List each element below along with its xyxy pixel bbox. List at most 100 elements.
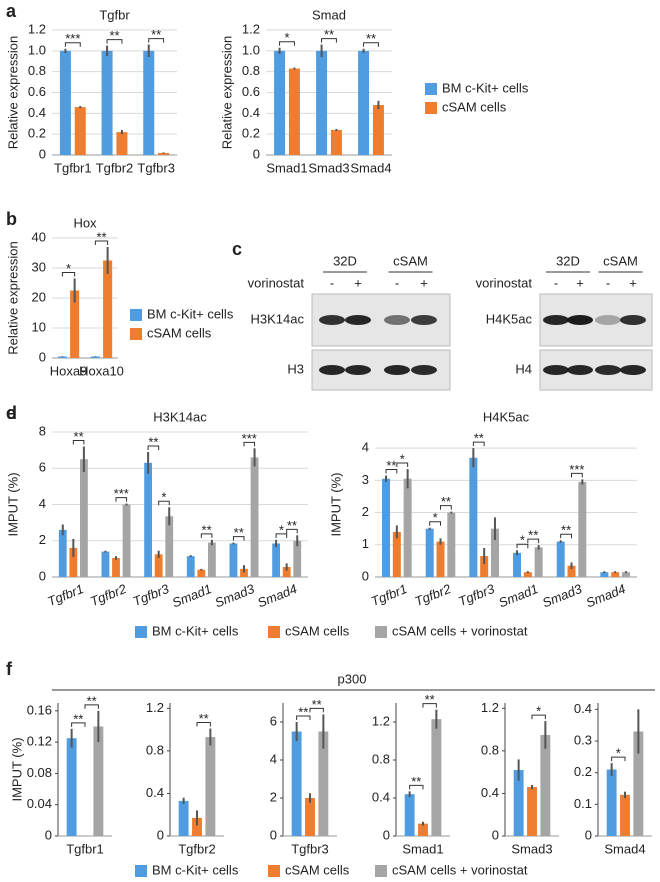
bar xyxy=(611,572,620,577)
panel-label: f xyxy=(6,659,13,679)
x-tick-label: Smad1 xyxy=(266,160,307,175)
bar xyxy=(229,543,238,577)
blot-band xyxy=(595,315,621,325)
blot-band xyxy=(567,365,593,375)
sig-bracket xyxy=(148,38,165,43)
bar xyxy=(74,107,86,155)
bar xyxy=(513,552,522,577)
sig-label: ** xyxy=(74,429,84,444)
legend-label: cSAM cells xyxy=(442,99,507,114)
sig-label: ** xyxy=(441,494,451,509)
legend-label: BM c-Kit+ cells xyxy=(147,306,234,321)
panel-label: b xyxy=(6,209,17,229)
y-tick-label: 0.08 xyxy=(27,765,52,780)
sig-bracket xyxy=(527,538,540,544)
chart-title: H4K5ac xyxy=(483,409,530,424)
y-tick-label: 0.2 xyxy=(28,126,46,141)
legend-label: cSAM cells xyxy=(285,623,350,638)
blot-row-label: H4 xyxy=(515,361,532,376)
bar xyxy=(59,50,71,156)
sig-bracket xyxy=(363,42,379,47)
bar xyxy=(192,817,202,836)
bar xyxy=(418,823,428,836)
y-tick-label: 0 xyxy=(362,568,369,583)
sig-bracket xyxy=(472,441,485,447)
bar xyxy=(480,556,489,577)
bar xyxy=(274,50,286,156)
blot-band xyxy=(384,365,410,375)
treatment-sign: - xyxy=(330,275,334,290)
blot-band xyxy=(319,315,345,325)
y-tick-label: 0 xyxy=(492,827,499,842)
sig-bracket xyxy=(72,440,85,445)
sig-label: * xyxy=(433,510,438,525)
y-axis-label: IMPUT (%) xyxy=(5,472,20,536)
x-tick-label: Smad3 xyxy=(308,160,349,175)
y-tick-label: 0.4 xyxy=(242,105,260,120)
sig-bracket xyxy=(196,722,211,727)
x-tick-label: Tgfbr1 xyxy=(66,841,104,856)
y-tick-label: 0.8 xyxy=(146,742,164,757)
bar xyxy=(490,528,499,577)
y-tick-label: 30 xyxy=(32,259,46,274)
bar xyxy=(305,798,315,836)
bar xyxy=(392,531,401,577)
panel-label: d xyxy=(6,403,17,423)
y-tick-label: 0 xyxy=(270,827,277,842)
y-tick-label: 2 xyxy=(362,504,369,519)
blot-band xyxy=(595,365,621,375)
bar xyxy=(330,130,342,155)
y-axis-label: Relative expression xyxy=(219,36,234,149)
sig-label: ** xyxy=(234,525,244,540)
bar xyxy=(620,794,630,836)
y-tick-label: 0 xyxy=(157,827,164,842)
bar xyxy=(57,356,67,358)
y-tick-label: 0.4 xyxy=(574,701,592,716)
bar xyxy=(358,50,370,156)
y-tick-label: 20 xyxy=(32,289,46,304)
sig-bracket xyxy=(94,240,109,245)
y-tick-label: 6 xyxy=(39,460,46,475)
legend-label: cSAM cells + vorinostat xyxy=(392,862,528,877)
sig-bracket xyxy=(279,41,295,46)
y-tick-label: 0.8 xyxy=(372,751,390,766)
y-tick-label: 0.16 xyxy=(27,702,52,717)
sig-bracket xyxy=(200,533,213,538)
legend-label: cSAM cells + vorinostat xyxy=(392,623,528,638)
sig-label: ** xyxy=(199,711,209,726)
sig-label: * xyxy=(520,533,525,548)
bar xyxy=(556,541,565,577)
bar xyxy=(103,260,113,358)
bar xyxy=(69,548,78,577)
bar xyxy=(316,50,328,156)
blot-band xyxy=(543,315,569,325)
bar xyxy=(272,543,281,577)
y-tick-label: 0.8 xyxy=(242,63,260,78)
sig-bracket xyxy=(61,272,76,277)
x-tick-label: Tgfbr2 xyxy=(96,160,134,175)
y-tick-label: 0 xyxy=(585,827,592,842)
blot-band xyxy=(620,315,646,325)
blot-row-label: H3K14ac xyxy=(251,311,305,326)
treatment-sign: - xyxy=(606,275,610,290)
y-axis-label: IMPUT (%) xyxy=(9,737,24,801)
bar xyxy=(523,572,532,577)
blot-band xyxy=(543,365,569,375)
bar xyxy=(197,569,206,577)
bar xyxy=(534,547,543,577)
chart-title: Smad xyxy=(312,7,346,22)
y-tick-label: 0.3 xyxy=(574,732,592,747)
sig-label: * xyxy=(536,704,541,719)
sig-label: ** xyxy=(411,774,421,789)
y-tick-label: 0.2 xyxy=(574,764,592,779)
sig-bracket xyxy=(409,784,424,790)
y-tick-label: 0 xyxy=(39,568,46,583)
sig-bracket xyxy=(309,707,324,713)
y-axis-label: Relative expression xyxy=(5,241,20,354)
sig-bracket xyxy=(385,469,398,474)
bar xyxy=(79,459,88,577)
y-tick-label: 0.6 xyxy=(242,84,260,99)
legend-swatch xyxy=(425,83,437,95)
blot-row-label: H3 xyxy=(287,361,304,376)
